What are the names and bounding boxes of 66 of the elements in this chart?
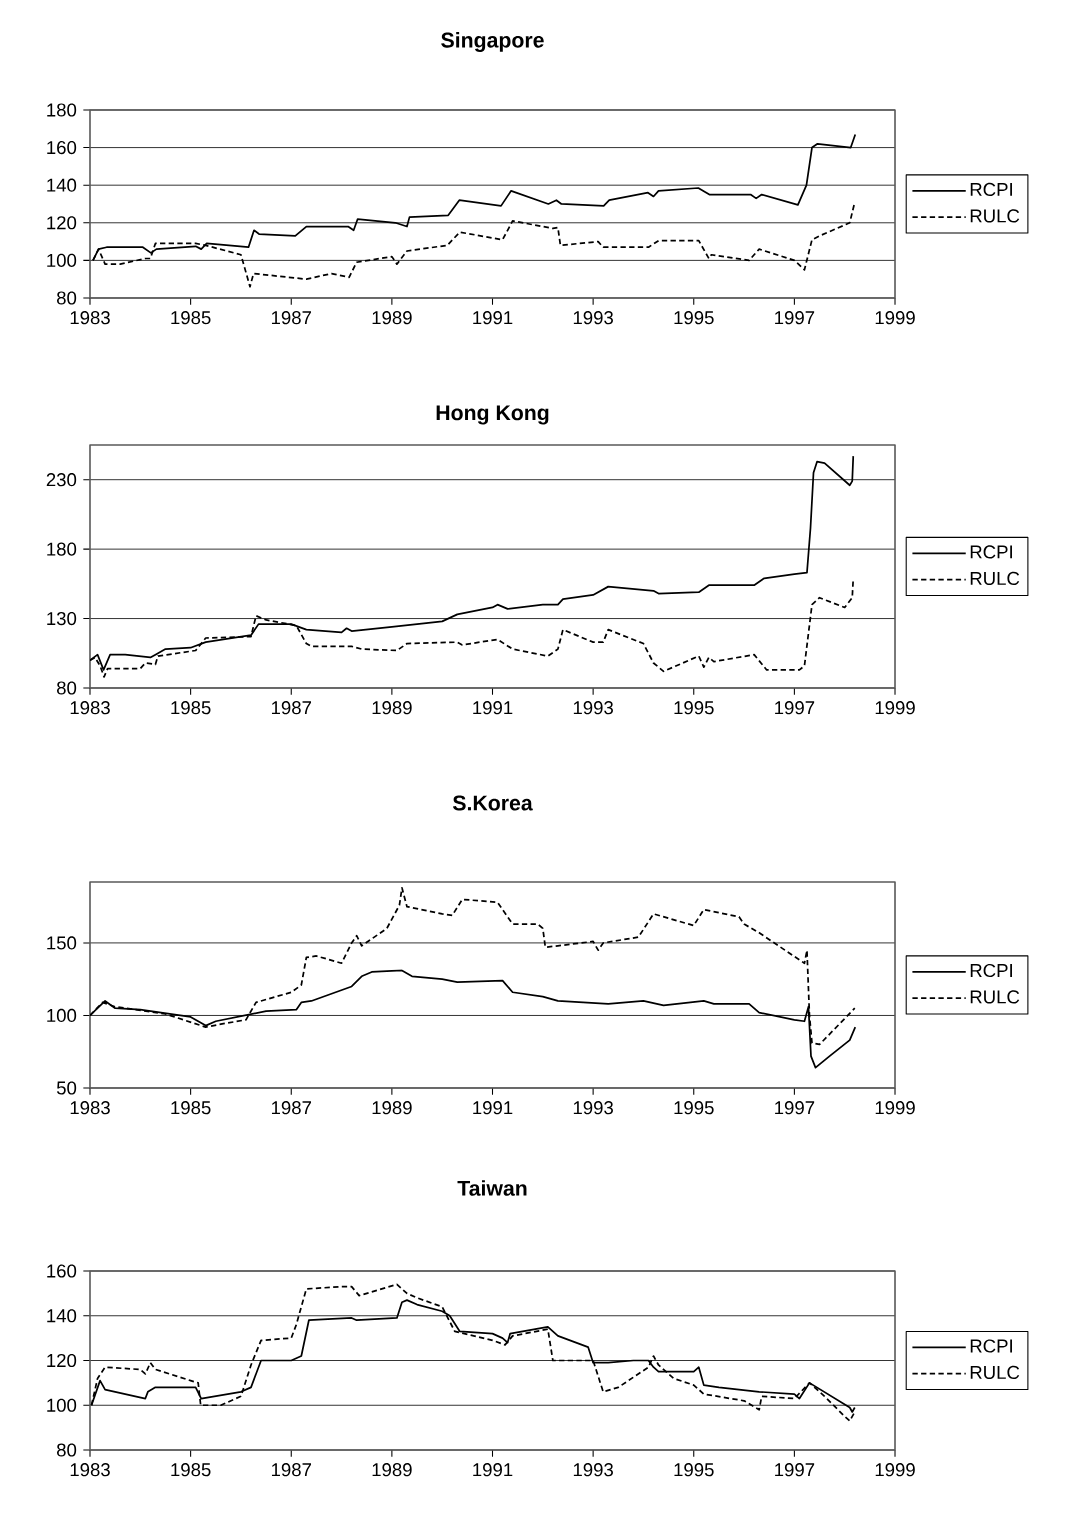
x-tick-label: 1991 <box>473 1101 513 1115</box>
x-tick-label: 1991 <box>473 311 513 325</box>
y-tick-label: 100 <box>47 1398 77 1412</box>
y-tick-label: 120 <box>47 216 77 230</box>
y-tick-label: 230 <box>46 473 77 487</box>
x-tick-label: 1989 <box>372 1101 412 1115</box>
y-tick-label: 150 <box>47 936 77 950</box>
x-tick-label: 1997 <box>775 1101 815 1115</box>
x-tick-label: 1999 <box>875 1463 915 1477</box>
y-tick-label: 180 <box>47 103 77 117</box>
chart-title: Hong Kong <box>436 405 549 425</box>
legend-label: RCPI <box>970 545 1012 559</box>
legend-label: RULC <box>970 571 1020 585</box>
x-tick-label: 1999 <box>875 701 915 715</box>
legend-label: RULC <box>970 209 1020 223</box>
y-tick-label: 180 <box>47 542 77 556</box>
x-tick-label: 1983 <box>70 311 110 325</box>
x-tick-label: 1987 <box>271 701 311 715</box>
y-tick-label: 160 <box>47 1264 77 1278</box>
y-tick-label: 130 <box>47 611 77 626</box>
y-tick-label: 140 <box>47 178 77 192</box>
y-tick-label: 100 <box>47 1008 77 1023</box>
chart-title: S.Korea <box>452 795 533 811</box>
x-tick-label: 1989 <box>372 701 412 715</box>
x-tick-label: 1987 <box>271 1463 311 1477</box>
y-tick-label: 80 <box>57 681 77 695</box>
x-tick-label: 1993 <box>573 311 613 325</box>
x-tick-label: 1991 <box>473 1463 513 1477</box>
chart-title: Singapore <box>441 32 544 52</box>
x-tick-label: 1989 <box>372 311 412 325</box>
x-tick-label: 1999 <box>875 311 915 325</box>
legend-label: RCPI <box>970 182 1012 197</box>
y-tick-label: 50 <box>56 1081 77 1095</box>
x-tick-label: 1997 <box>775 1463 815 1477</box>
x-tick-label: 1995 <box>674 311 714 325</box>
x-tick-label: 1995 <box>674 701 714 715</box>
y-tick-label: 80 <box>57 1443 77 1457</box>
y-tick-label: 80 <box>57 291 77 305</box>
x-tick-label: 1997 <box>775 701 815 715</box>
x-tick-label: 1985 <box>171 311 211 325</box>
y-tick-label: 160 <box>47 140 77 155</box>
x-tick-label: 1987 <box>271 311 311 325</box>
x-tick-label: 1995 <box>674 1463 714 1477</box>
legend-label: RULC <box>970 990 1020 1004</box>
y-tick-label: 120 <box>47 1353 77 1368</box>
x-tick-label: 1997 <box>775 311 815 325</box>
x-tick-label: 1995 <box>674 1101 714 1115</box>
x-tick-label: 1993 <box>573 1463 613 1477</box>
y-tick-label: 140 <box>47 1309 77 1323</box>
x-tick-label: 1989 <box>372 1463 412 1477</box>
x-tick-label: 1983 <box>70 1463 110 1477</box>
x-tick-label: 1983 <box>70 701 110 715</box>
x-tick-label: 1987 <box>271 1101 311 1115</box>
x-tick-label: 1993 <box>573 1101 613 1115</box>
chart-title: Taiwan <box>457 1180 527 1196</box>
x-tick-label: 1991 <box>473 701 513 715</box>
legend-label: RCPI <box>970 963 1012 978</box>
x-tick-label: 1985 <box>171 1101 211 1115</box>
x-tick-label: 1993 <box>573 701 613 715</box>
y-tick-label: 100 <box>47 253 77 267</box>
legend-label: RULC <box>970 1365 1020 1379</box>
legend-label: RCPI <box>970 1339 1012 1353</box>
x-tick-label: 1985 <box>171 701 211 715</box>
x-tick-label: 1999 <box>875 1101 915 1115</box>
x-tick-label: 1985 <box>171 1463 211 1477</box>
x-tick-label: 1983 <box>70 1101 110 1115</box>
